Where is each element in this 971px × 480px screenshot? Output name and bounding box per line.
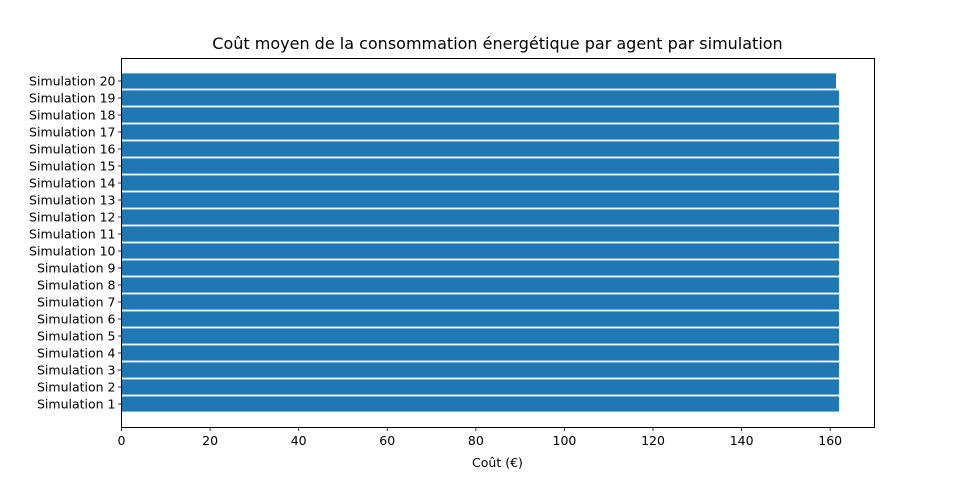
bar — [121, 379, 840, 395]
x-tick-label: 160 — [818, 433, 842, 448]
y-tick-label: Simulation 2 — [37, 380, 116, 395]
chart-title: Coût moyen de la consommation énergétiqu… — [212, 34, 782, 53]
x-axis-label: Coût (€) — [472, 455, 523, 470]
bar — [121, 277, 840, 293]
y-tick-label: Simulation 4 — [37, 346, 116, 361]
x-tick-label: 60 — [379, 433, 395, 448]
y-tick-label: Simulation 5 — [37, 329, 116, 344]
bar — [121, 209, 840, 225]
x-tick-label: 120 — [641, 433, 665, 448]
y-tick-label: Simulation 9 — [37, 261, 116, 276]
x-tick-label: 140 — [730, 433, 754, 448]
y-tick-label: Simulation 12 — [29, 210, 115, 225]
y-tick-label: Simulation 7 — [37, 295, 116, 310]
bar — [121, 226, 840, 242]
bar — [121, 73, 836, 89]
x-tick-label: 40 — [291, 433, 307, 448]
y-tick-label: Simulation 15 — [29, 159, 115, 174]
bar — [121, 124, 840, 140]
y-tick-label: Simulation 20 — [29, 74, 116, 89]
y-tick-label: Simulation 19 — [29, 91, 116, 106]
bar — [121, 294, 840, 310]
x-tick-label: 100 — [553, 433, 577, 448]
bar — [121, 328, 840, 344]
y-tick-label: Simulation 16 — [29, 142, 116, 157]
plot-frame — [121, 58, 875, 428]
y-tick-label: Simulation 17 — [29, 125, 115, 140]
y-tick-label: Simulation 8 — [37, 278, 116, 293]
bar — [121, 175, 840, 191]
bar — [121, 243, 840, 259]
bar — [121, 192, 840, 208]
bar — [121, 141, 840, 157]
y-tick-label: Simulation 10 — [29, 244, 116, 259]
x-tick-label: 0 — [118, 433, 126, 448]
bar — [121, 107, 840, 123]
y-tick-label: Simulation 13 — [29, 193, 115, 208]
bar — [121, 362, 840, 378]
x-tick-label: 20 — [202, 433, 218, 448]
y-tick-label: Simulation 3 — [37, 363, 116, 378]
y-tick-label: Simulation 14 — [29, 176, 116, 191]
bar — [121, 90, 840, 106]
y-tick-label: Simulation 18 — [29, 108, 116, 123]
bars-group — [121, 73, 840, 412]
bar — [121, 260, 840, 276]
bar — [121, 345, 840, 361]
x-axis-ticks: 0 20 40 60 80 100 120 140 160 — [118, 427, 842, 448]
y-tick-label: Simulation 6 — [37, 312, 116, 327]
x-tick-label: 80 — [468, 433, 484, 448]
y-tick-label: Simulation 1 — [37, 397, 116, 412]
bar — [121, 311, 840, 327]
bar — [121, 396, 840, 412]
bar — [121, 158, 840, 174]
y-tick-label: Simulation 11 — [29, 227, 115, 242]
y-axis-ticks: Simulation 1 Simulation 2 Simulation 3 Simu… — [29, 74, 122, 412]
